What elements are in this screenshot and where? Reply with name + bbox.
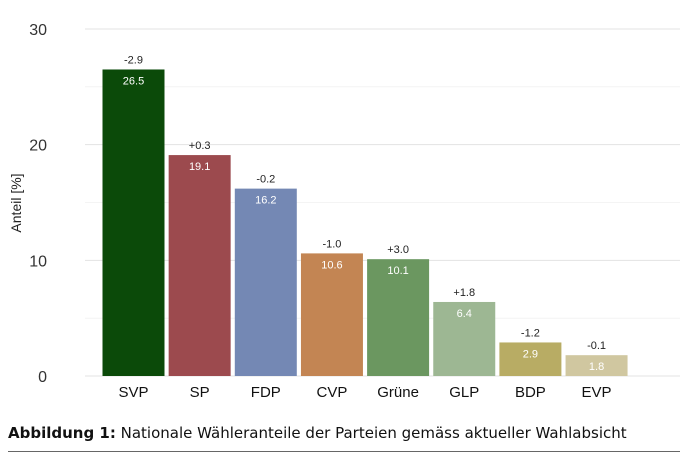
value-label: 19.1 bbox=[189, 161, 210, 173]
bar-sp bbox=[168, 155, 231, 376]
bar-chart: 0 10 20 30 Anteil [%] 26.5 -2.9 19.1 +0.3 16.2 -… bbox=[8, 22, 680, 401]
change-label: +0.3 bbox=[189, 140, 211, 152]
change-label: -0.2 bbox=[256, 174, 275, 186]
bar-evp bbox=[565, 355, 628, 376]
x-tick-label: CVP bbox=[317, 384, 348, 401]
change-label: -1.0 bbox=[322, 238, 341, 250]
bar-svp bbox=[102, 69, 165, 376]
x-tick-label: BDP bbox=[515, 384, 546, 401]
change-label: -0.1 bbox=[587, 340, 606, 352]
y-axis-label: Anteil [%] bbox=[8, 173, 24, 232]
y-axis-ticks: 0 10 20 30 bbox=[29, 22, 47, 386]
bar-glp bbox=[433, 301, 496, 376]
figure-caption: Abbildung 1: Nationale Wähleranteile der… bbox=[8, 424, 627, 442]
data-labels: 26.5 -2.9 19.1 +0.3 16.2 -0.2 10.6 -1.0 10.1 +3.0… bbox=[123, 54, 606, 373]
y-tick-label: 0 bbox=[38, 369, 47, 386]
x-tick-label: Grüne bbox=[377, 384, 419, 401]
x-tick-label: FDP bbox=[251, 384, 281, 401]
bar-bdp bbox=[499, 342, 562, 376]
change-label: -2.9 bbox=[124, 54, 143, 66]
y-tick-label: 10 bbox=[29, 253, 47, 270]
caption-text: Nationale Wähleranteile der Parteien gem… bbox=[120, 424, 627, 442]
value-label: 10.6 bbox=[321, 259, 342, 271]
x-tick-label: SP bbox=[190, 384, 210, 401]
bars bbox=[102, 69, 628, 376]
caption-rule bbox=[8, 451, 680, 452]
value-label: 16.2 bbox=[255, 195, 276, 207]
value-label: 6.4 bbox=[457, 308, 472, 320]
change-label: +3.0 bbox=[387, 244, 409, 256]
bar-fdp bbox=[234, 188, 297, 376]
x-tick-label: EVP bbox=[582, 384, 612, 401]
y-tick-label: 30 bbox=[29, 22, 47, 39]
bar-cvp bbox=[300, 253, 363, 376]
change-label: +1.8 bbox=[453, 287, 475, 299]
value-label: 26.5 bbox=[123, 75, 144, 87]
x-tick-label: SVP bbox=[118, 384, 148, 401]
change-label: -1.2 bbox=[521, 327, 540, 339]
value-label: 2.9 bbox=[523, 348, 538, 360]
x-axis-ticks: SVP SP FDP CVP Grüne GLP BDP EVP bbox=[118, 384, 611, 401]
bar-grüne bbox=[367, 259, 430, 376]
x-tick-label: GLP bbox=[449, 384, 479, 401]
y-tick-label: 20 bbox=[29, 138, 47, 155]
value-label: 10.1 bbox=[387, 265, 408, 277]
caption-label: Abbildung 1: bbox=[8, 424, 116, 442]
value-label: 1.8 bbox=[589, 361, 604, 373]
